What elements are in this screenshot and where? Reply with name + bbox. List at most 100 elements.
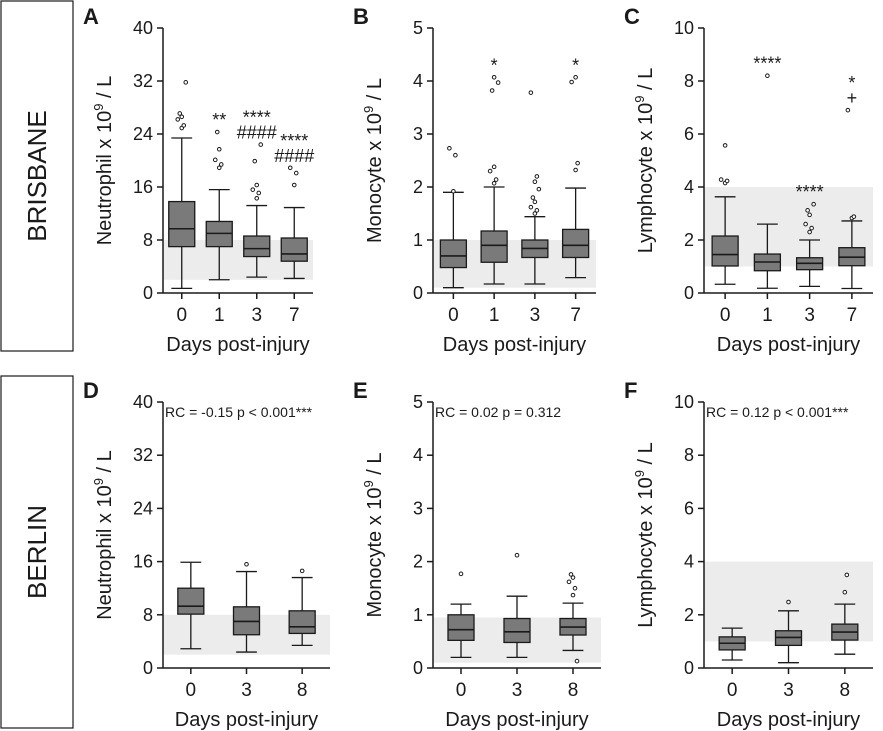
x-axis-label: Days post-injury — [166, 334, 309, 356]
outlier-point — [534, 174, 540, 179]
panel-d: D 0 8 16 24 32 40 Neutrophil x 109 / L 0 3 8 Days p… — [83, 378, 330, 731]
outlier-point — [573, 167, 578, 173]
outlier-point — [514, 552, 520, 558]
outlier-point — [805, 208, 810, 213]
outlier-point — [530, 195, 536, 200]
outlier-point — [458, 571, 464, 577]
outlier-point — [487, 168, 493, 174]
x-axis-label: Days post-injury — [717, 334, 860, 356]
panel-letter: E — [353, 378, 368, 403]
panel-f: F 0 2 4 6 8 10 Lymphocyte x 109 / L 0 3 8 Days post… — [624, 378, 873, 731]
outlier-point — [786, 599, 791, 605]
box-iqr — [711, 235, 739, 267]
outlier-point — [842, 589, 848, 595]
x-tick-label: 8 — [840, 680, 851, 701]
x-tick-label: 1 — [214, 305, 225, 326]
outlier-point — [216, 165, 222, 171]
outlier-point — [532, 199, 538, 205]
outlier-point — [528, 204, 534, 210]
y-tick-label: 8 — [143, 230, 153, 250]
y-tick-label: 40 — [133, 392, 153, 412]
x-axis-label: Days post-injury — [445, 709, 588, 731]
outlier-point — [566, 579, 572, 585]
outlier-point — [177, 111, 183, 116]
box-iqr — [503, 617, 531, 644]
y-tick-label: 1 — [413, 605, 423, 625]
x-tick-label: 3 — [241, 680, 252, 701]
x-tick-label: 3 — [251, 305, 262, 326]
y-tick-label: 0 — [143, 658, 153, 678]
box-iqr — [243, 235, 271, 258]
row-label-box — [0, 0, 74, 352]
y-tick-label: 3 — [413, 124, 423, 144]
box-iqr — [168, 200, 196, 248]
outlier-point — [807, 212, 812, 218]
outlier-point — [453, 152, 458, 158]
y-tick-label: 16 — [133, 177, 153, 197]
box-iqr — [439, 239, 468, 269]
x-axis-label: Days post-injury — [717, 709, 860, 731]
y-tick-label: 6 — [684, 498, 694, 518]
y-axis-label: Neutrophil x 109 / L — [91, 76, 116, 246]
panel-e: E 0 1 2 3 4 5 Monocyte x 109 / L 0 3 8 Days post-in… — [353, 378, 601, 731]
y-tick-label: 2 — [413, 177, 423, 197]
outlier-point — [181, 123, 187, 128]
box-1 — [753, 73, 782, 289]
outlier-point — [293, 170, 299, 176]
significance-marker: * — [491, 55, 498, 75]
significance-marker: **** — [243, 108, 271, 128]
outlier-point — [489, 88, 495, 93]
outlier-point — [258, 142, 264, 147]
box-3 — [232, 561, 261, 653]
outlier-point — [811, 201, 816, 207]
outlier-point — [252, 158, 258, 164]
outlier-point — [528, 90, 534, 95]
y-tick-label: 0 — [413, 658, 423, 678]
outlier-point — [256, 190, 262, 196]
outlier-point — [491, 180, 497, 186]
row-label-box — [0, 375, 74, 729]
box-0 — [447, 571, 475, 659]
outlier-point — [175, 117, 181, 122]
outlier-point — [575, 160, 580, 166]
panel-letter: C — [624, 4, 640, 29]
outlier-point — [570, 575, 576, 580]
x-tick-label: 8 — [568, 680, 579, 701]
outlier-point — [447, 146, 452, 151]
x-tick-label: 0 — [176, 305, 187, 326]
panel-letter: D — [83, 378, 99, 403]
x-tick-label: 7 — [289, 305, 300, 326]
y-axis-label: Neutrophil x 109 / L — [91, 450, 116, 620]
y-tick-label: 1 — [413, 230, 423, 250]
x-tick-label: 7 — [570, 305, 581, 326]
x-tick-label: 3 — [530, 305, 541, 326]
outlier-point — [254, 182, 260, 188]
outlier-point — [244, 561, 249, 567]
outlier-point — [574, 658, 580, 664]
row-label-text: BRISBANE — [22, 110, 52, 242]
y-tick-label: 6 — [684, 124, 694, 144]
row-label-brisbane: BRISBANE — [0, 0, 74, 352]
y-tick-label: 2 — [684, 605, 694, 625]
box-3 — [521, 90, 549, 285]
significance-marker: ** — [212, 110, 226, 130]
outlier-point — [722, 143, 728, 148]
row-label-berlin: BERLIN — [0, 375, 74, 729]
box-0 — [168, 80, 196, 290]
y-tick-label: 10 — [674, 392, 694, 412]
y-tick-label: 8 — [684, 445, 694, 465]
y-tick-label: 40 — [133, 18, 153, 38]
outlier-point — [844, 572, 850, 578]
outlier-point — [299, 568, 305, 574]
outlier-point — [493, 177, 499, 182]
x-tick-label: 7 — [847, 305, 858, 326]
box-0 — [718, 627, 746, 661]
panel-letter: F — [624, 378, 637, 403]
outlier-point — [179, 114, 185, 120]
x-tick-label: 0 — [186, 680, 197, 701]
y-tick-label: 2 — [413, 552, 423, 572]
x-tick-label: 3 — [804, 305, 815, 326]
outlier-point — [718, 177, 724, 182]
y-axis-label: Monocyte x 109 / L — [361, 452, 386, 617]
outlier-point — [572, 585, 578, 591]
